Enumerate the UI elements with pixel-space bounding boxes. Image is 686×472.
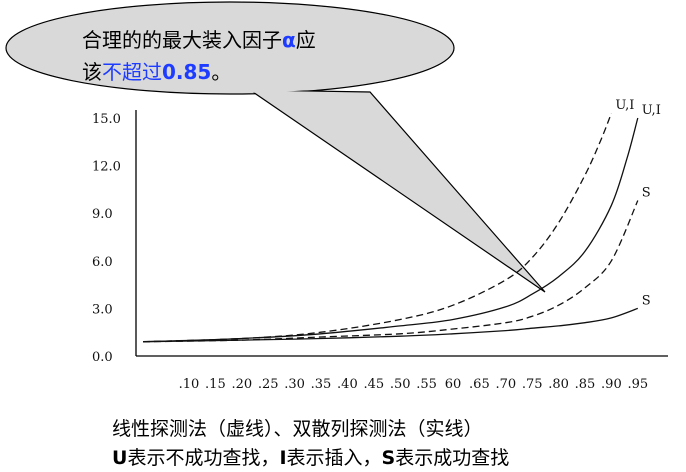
caption-i: I [279, 447, 287, 469]
y-tick-labels: 0.0 3.0 6.0 9.0 12.0 15.0 [92, 112, 121, 365]
caption-u: U [112, 447, 128, 469]
caption-u-desc: 表示不成功查找， [127, 447, 280, 469]
curve-label: S [642, 186, 651, 201]
caption-line1: 线性探测法（虚线）、双散列探测法（实线） [112, 418, 483, 440]
callout-main-text: 合理的的最大装入因子 [82, 28, 282, 52]
callout-blue-text: 不超过 [102, 60, 162, 84]
caption-line2: U表示不成功查找，I表示插入，S表示成功查找 [112, 443, 509, 470]
series-line-solid-ui [142, 117, 639, 343]
x-tick-label: .80 [548, 377, 569, 392]
y-tick-label: 0.0 [92, 350, 113, 365]
callout-tail-text: 应 [295, 28, 316, 52]
curve-labels: U,I U,I S S [615, 98, 660, 308]
x-tick-label: .55 [416, 377, 437, 392]
alpha-symbol: α [282, 28, 296, 52]
curve-label: S [642, 293, 651, 308]
x-tick-label: .85 [575, 377, 596, 392]
callout-text-line2: 该不超过0.85。 [82, 56, 231, 85]
x-tick-label: .70 [495, 377, 516, 392]
x-tick-label: .35 [311, 377, 332, 392]
series-line-dashed-s [142, 200, 639, 343]
x-tick-label: .30 [284, 377, 305, 392]
y-tick-label: 6.0 [92, 255, 113, 270]
callout-bubble [5, 1, 546, 293]
callout-prefix: 该 [82, 60, 102, 84]
x-tick-label: .45 [363, 377, 384, 392]
caption-i-desc: 表示插入， [286, 447, 382, 469]
x-tick-label: .65 [469, 377, 490, 392]
x-tick-label: .95 [627, 377, 648, 392]
series-layer [142, 112, 639, 343]
y-tick-label: 12.0 [92, 160, 121, 175]
x-tick-label: .75 [522, 377, 543, 392]
x-tick-label: .40 [337, 377, 358, 392]
curve-label: U,I [615, 98, 634, 113]
callout-end: 。 [211, 60, 232, 84]
y-tick-label: 3.0 [92, 302, 113, 317]
y-tick-label: 15.0 [92, 112, 121, 127]
caption-s: S [381, 447, 396, 469]
x-tick-label: .90 [601, 377, 622, 392]
callout-text-line1: 合理的的最大装入因子α应 [82, 24, 316, 53]
x-tick-label: .10 [179, 377, 200, 392]
x-tick-label: .15 [205, 377, 226, 392]
x-tick-labels: .10 .15 .20 .25 .30 .35 .40 .45 .50 .55 60 .65 .70 .7… [179, 377, 648, 392]
callout-value: 0.85 [162, 60, 212, 84]
series-line-solid-s [142, 307, 639, 343]
y-tick-label: 9.0 [92, 207, 113, 222]
x-tick-label: .20 [231, 377, 252, 392]
x-tick-label: 60 [445, 377, 462, 392]
caption-s-desc: 表示成功查找 [395, 447, 510, 469]
x-tick-label: .50 [390, 377, 411, 392]
x-tick-label: .25 [258, 377, 279, 392]
curve-label: U,I [642, 103, 661, 118]
